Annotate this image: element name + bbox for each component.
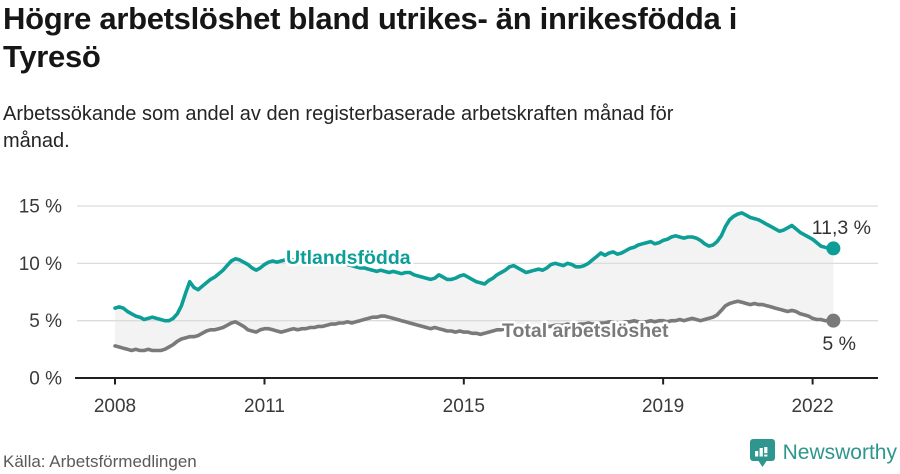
x-axis-label: 2015 (443, 396, 485, 417)
chart-title: Högre arbetslöshet bland utrikes- än inr… (3, 1, 738, 74)
y-axis-label: 0 % (29, 369, 62, 390)
series-line-total (113, 299, 836, 353)
y-axis-label: 5 % (29, 311, 62, 332)
x-axis-label: 2019 (642, 396, 684, 417)
x-axis-label: 2011 (244, 396, 285, 417)
newsworthy-wordmark: Newsworthy (782, 441, 897, 464)
chart-subtitle: Arbetssökande som andel av den registerb… (3, 103, 674, 152)
x-axis-label: 2008 (94, 396, 136, 417)
series-label: Utlandsfödda (286, 247, 411, 269)
x-axis-label: 2022 (791, 396, 833, 417)
series-end-dot (826, 241, 841, 256)
end-value-label: 5 % (822, 333, 856, 355)
series-label: Total arbetslöshet (502, 320, 669, 342)
newsworthy-logo: Newsworthy (749, 438, 897, 468)
newsworthy-bubble-chart-icon (749, 438, 776, 468)
y-axis-label: 10 % (19, 254, 62, 275)
series-line-utlandsfodda (113, 211, 836, 323)
source-note: Källa: Arbetsförmedlingen (3, 452, 197, 471)
series-end-dot (826, 313, 841, 328)
end-value-label: 11,3 % (812, 217, 871, 239)
y-axis-label: 15 % (19, 197, 62, 218)
